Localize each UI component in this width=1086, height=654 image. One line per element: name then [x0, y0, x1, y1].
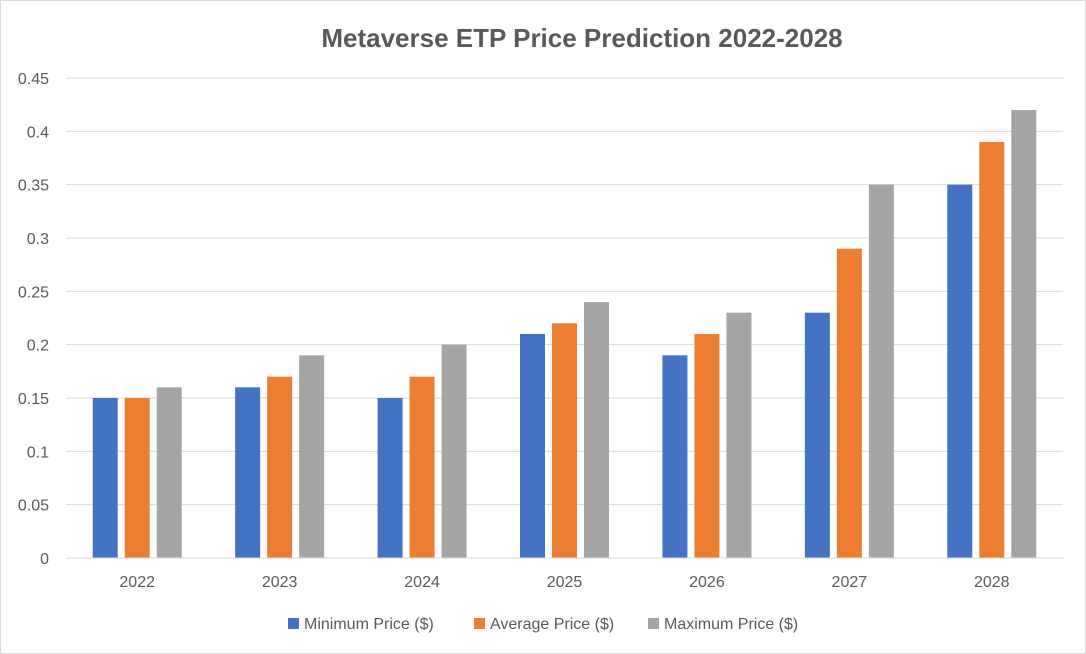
- bar-maximum-2026: [726, 312, 752, 558]
- y-tick-label: 0.3: [27, 231, 49, 248]
- bar-minimum-2022: [92, 398, 118, 558]
- bar-average-2022: [124, 398, 150, 558]
- bar-minimum-2026: [662, 355, 688, 558]
- y-tick-label: 0.25: [18, 284, 49, 301]
- bar-maximum-2022: [156, 387, 182, 558]
- y-tick-label: 0.1: [27, 444, 49, 461]
- bar-maximum-2028: [1011, 110, 1037, 558]
- legend-label: Average Price ($): [490, 616, 614, 633]
- legend-swatch: [648, 618, 659, 629]
- bar-maximum-2023: [299, 355, 325, 558]
- bar-maximum-2025: [584, 302, 609, 558]
- bar-average-2023: [267, 376, 293, 558]
- bar-average-2025: [552, 323, 577, 558]
- y-tick-label: 0.2: [27, 338, 49, 355]
- x-tick-label: 2024: [404, 574, 440, 591]
- x-tick-label: 2028: [974, 574, 1010, 591]
- bar-minimum-2025: [520, 334, 545, 558]
- legend-label: Minimum Price ($): [304, 616, 434, 633]
- y-tick-label: 0.4: [27, 124, 49, 141]
- bar-average-2026: [694, 334, 720, 558]
- bar-average-2024: [409, 376, 435, 558]
- legend-label: Maximum Price ($): [664, 616, 798, 633]
- x-tick-label: 2022: [119, 574, 155, 591]
- bar-average-2027: [836, 248, 862, 558]
- x-axis-tick-labels: 2022 2023 2024 2025 2026 2027 2028: [119, 574, 1009, 591]
- bar-minimum-2028: [947, 184, 973, 558]
- x-tick-label: 2023: [262, 574, 298, 591]
- bar-maximum-2027: [868, 184, 894, 558]
- y-axis-tick-labels: 0 0.05 0.1 0.15 0.2 0.25 0.3 0.35 0.4 0.45: [18, 71, 49, 568]
- y-tick-label: 0.35: [18, 178, 49, 195]
- bar-maximum-2024: [441, 344, 467, 558]
- x-tick-label: 2025: [547, 574, 583, 591]
- y-tick-label: 0.45: [18, 71, 49, 88]
- y-tick-label: 0.15: [18, 391, 49, 408]
- x-tick-label: 2026: [689, 574, 725, 591]
- y-tick-label: 0: [40, 551, 49, 568]
- legend-swatch: [474, 618, 485, 629]
- bar-average-2028: [979, 142, 1005, 558]
- chart-title: Metaverse ETP Price Prediction 2022-2028: [321, 23, 842, 53]
- y-tick-label: 0.05: [18, 498, 49, 515]
- bar-minimum-2023: [235, 387, 261, 558]
- legend: Minimum Price ($) Average Price ($) Maximu…: [288, 616, 798, 633]
- legend-swatch: [288, 618, 299, 629]
- bar-minimum-2027: [804, 312, 830, 558]
- x-tick-label: 2027: [832, 574, 868, 591]
- bar-minimum-2024: [377, 398, 403, 558]
- gridlines: [66, 77, 1063, 506]
- bars: [92, 110, 1037, 558]
